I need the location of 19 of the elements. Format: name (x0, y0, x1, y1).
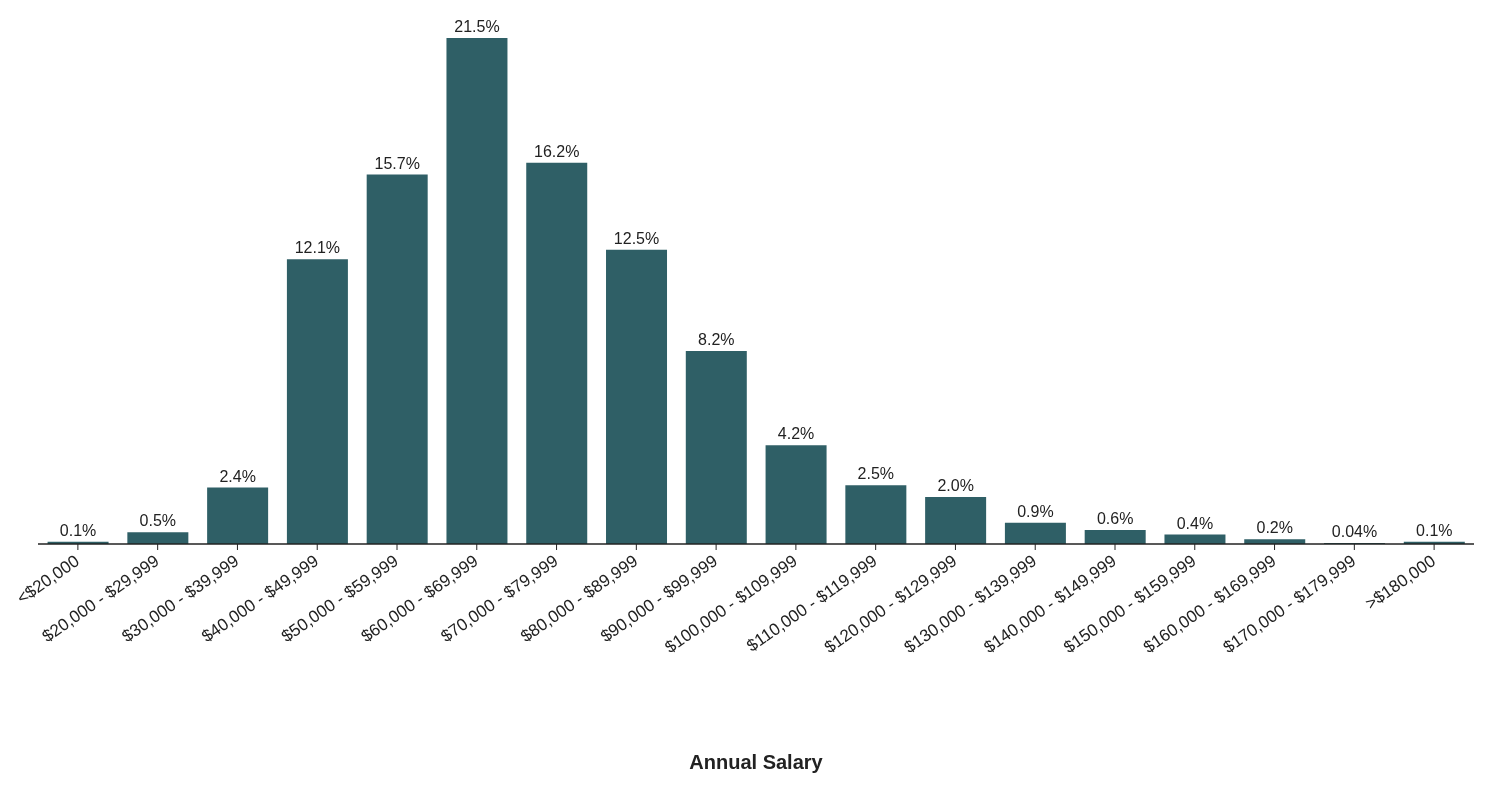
data-label: 12.5% (613, 229, 660, 247)
data-label: 0.6% (1096, 509, 1134, 527)
data-label: 0.2% (1256, 519, 1293, 537)
data-label: 0.5% (139, 512, 177, 530)
data-label: 15.7% (374, 154, 420, 172)
data-label: 0.04% (1331, 523, 1378, 541)
data-label: 0.9% (1017, 502, 1054, 520)
data-label: 2.0% (937, 476, 974, 494)
data-label: 12.1% (294, 239, 341, 257)
data-label: 4.2% (777, 425, 815, 443)
data-label: 8.2% (698, 331, 735, 349)
data-label: 2.5% (857, 465, 895, 483)
x-axis-title: Annual Salary (689, 751, 824, 773)
data-label: 0.1% (1416, 521, 1453, 539)
data-label: 21.5% (454, 18, 500, 35)
data-label: 2.4% (219, 467, 256, 485)
data-label: 16.2% (534, 142, 580, 160)
data-label: 0.1% (59, 521, 97, 539)
data-label: 0.4% (1176, 514, 1214, 532)
